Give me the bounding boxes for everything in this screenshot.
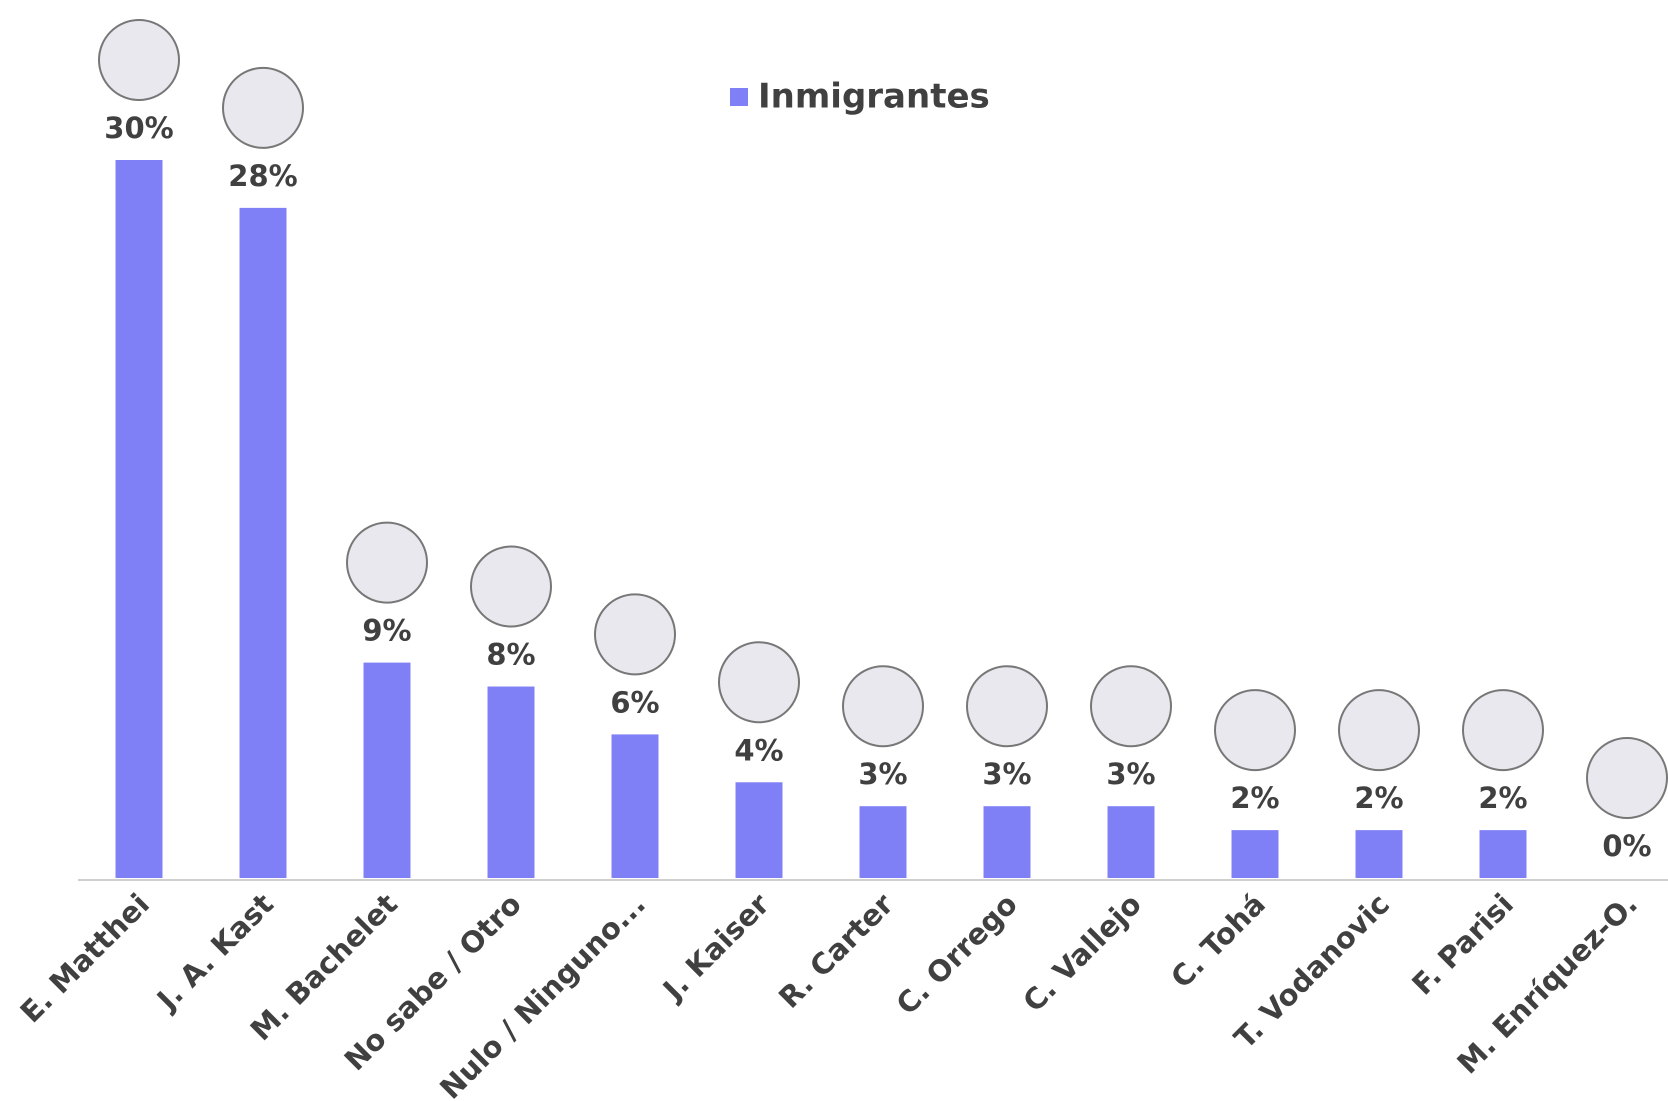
bar (736, 782, 783, 878)
value-label: 2% (1230, 781, 1279, 815)
value-label: 0% (1602, 829, 1651, 863)
bar (116, 160, 163, 878)
value-label: 3% (858, 757, 907, 791)
value-label: 9% (362, 614, 411, 648)
value-label: 4% (734, 733, 783, 767)
value-label: 8% (486, 638, 535, 672)
bar (860, 806, 907, 878)
legend-swatch (730, 88, 748, 106)
bar (364, 663, 411, 878)
value-label: 3% (1106, 757, 1155, 791)
x-tick-label: Nulo / Ninguno... (433, 887, 652, 1101)
x-tick-label: R. Carter (772, 886, 900, 1014)
x-tick-label: E. Matthei (14, 887, 156, 1029)
bar (488, 687, 535, 878)
avatar (1215, 690, 1295, 770)
x-tick-label: C. Vallejo (1016, 887, 1148, 1019)
bar (1108, 806, 1155, 878)
x-tick-label: J. A. Kast (149, 887, 280, 1018)
avatar (595, 594, 675, 674)
bar (612, 734, 659, 878)
value-label: 28% (228, 159, 297, 193)
avatar (843, 666, 923, 746)
avatar (99, 20, 179, 100)
x-tick-label: C. Tohá (1164, 887, 1272, 995)
value-label: 2% (1478, 781, 1527, 815)
avatar (719, 642, 799, 722)
avatar (1587, 738, 1667, 818)
avatar (1091, 666, 1171, 746)
legend-label: Inmigrantes (758, 77, 990, 117)
avatar (1463, 690, 1543, 770)
value-label: 30% (104, 111, 173, 145)
x-tick-label: J. Kaiser (655, 886, 776, 1007)
value-label: 3% (982, 757, 1031, 791)
bar (1232, 830, 1279, 878)
chart: Inmigrantes 30% E. Matthei 28% J. A. Kast 9%… (0, 0, 1668, 1101)
value-label: 2% (1354, 781, 1403, 815)
x-tick-label: F. Parisi (1405, 887, 1520, 1002)
bar (984, 806, 1031, 878)
avatar (347, 523, 427, 603)
bar (1480, 830, 1527, 878)
value-label: 6% (610, 685, 659, 719)
x-tick-label: C. Orrego (890, 887, 1024, 1021)
bar (1356, 830, 1403, 878)
avatar (223, 68, 303, 148)
avatar (967, 666, 1047, 746)
avatar (1339, 690, 1419, 770)
avatar (471, 547, 551, 627)
bar (240, 208, 287, 878)
